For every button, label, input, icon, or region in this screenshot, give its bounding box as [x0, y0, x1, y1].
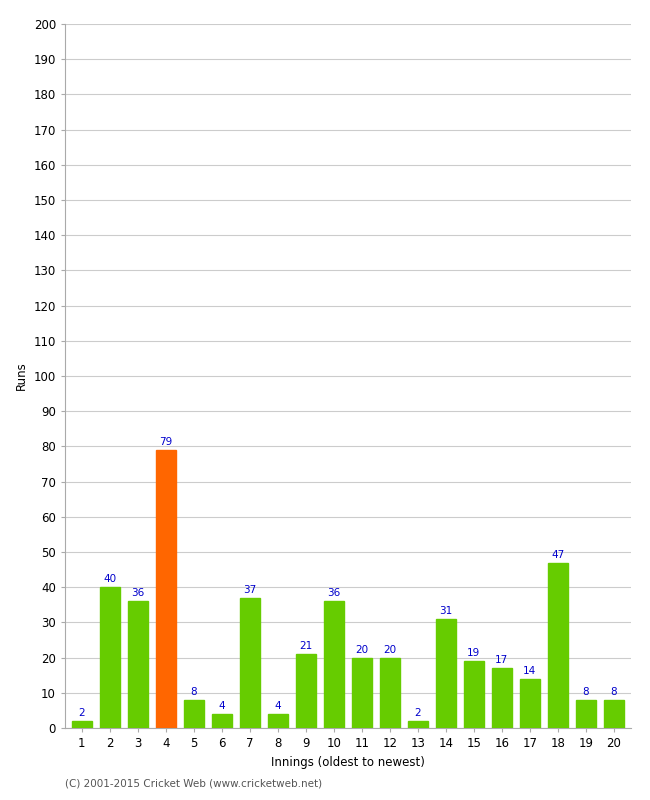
Bar — [408, 721, 428, 728]
Text: 19: 19 — [467, 648, 480, 658]
Bar — [576, 700, 595, 728]
Y-axis label: Runs: Runs — [15, 362, 28, 390]
Text: 2: 2 — [79, 708, 85, 718]
Bar — [604, 700, 623, 728]
Text: 36: 36 — [131, 589, 144, 598]
Text: 17: 17 — [495, 655, 508, 666]
X-axis label: Innings (oldest to newest): Innings (oldest to newest) — [271, 755, 424, 769]
Bar — [492, 668, 512, 728]
Text: 2: 2 — [415, 708, 421, 718]
Text: 20: 20 — [384, 645, 396, 654]
Text: 47: 47 — [551, 550, 564, 560]
Bar — [520, 678, 540, 728]
Text: 21: 21 — [299, 642, 313, 651]
Bar — [464, 661, 484, 728]
Text: 8: 8 — [190, 687, 197, 697]
Bar — [128, 602, 148, 728]
Bar — [352, 658, 372, 728]
Bar — [436, 619, 456, 728]
Bar — [156, 450, 176, 728]
Bar — [380, 658, 400, 728]
Text: 36: 36 — [327, 589, 341, 598]
Bar — [100, 587, 120, 728]
Text: 4: 4 — [218, 701, 225, 711]
Text: 4: 4 — [274, 701, 281, 711]
Text: 8: 8 — [582, 687, 589, 697]
Text: 14: 14 — [523, 666, 536, 676]
Bar — [212, 714, 231, 728]
Bar — [240, 598, 259, 728]
Bar — [184, 700, 203, 728]
Bar — [548, 562, 567, 728]
Text: 40: 40 — [103, 574, 116, 584]
Bar — [268, 714, 287, 728]
Text: (C) 2001-2015 Cricket Web (www.cricketweb.net): (C) 2001-2015 Cricket Web (www.cricketwe… — [65, 778, 322, 788]
Text: 20: 20 — [355, 645, 369, 654]
Bar — [324, 602, 344, 728]
Text: 31: 31 — [439, 606, 452, 616]
Bar — [296, 654, 315, 728]
Bar — [72, 721, 92, 728]
Text: 8: 8 — [610, 687, 617, 697]
Text: 37: 37 — [243, 585, 256, 595]
Text: 79: 79 — [159, 437, 172, 447]
